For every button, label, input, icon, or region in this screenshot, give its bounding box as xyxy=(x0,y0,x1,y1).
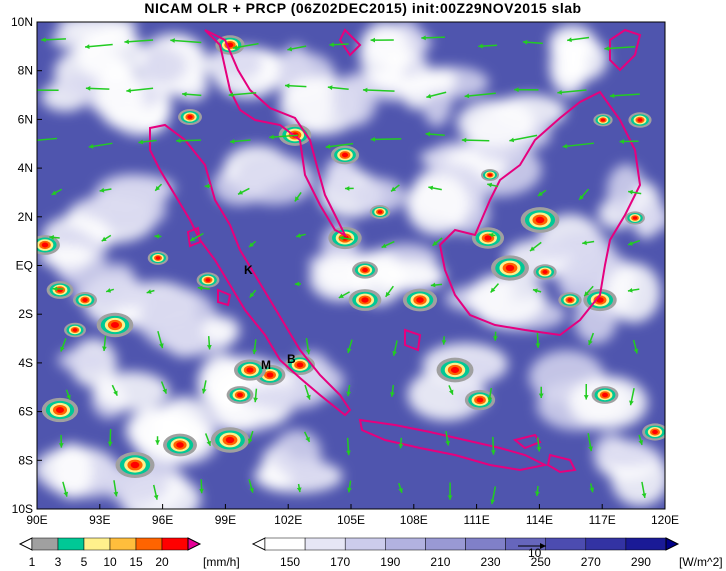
longitude-labels: 90E 93E 96E 99E 102E 105E 108E 111E 114E 117E 120E xyxy=(26,504,679,527)
precip-tick: 20 xyxy=(155,555,169,569)
lat-label: 2S xyxy=(18,307,33,321)
wind-arrow xyxy=(124,39,154,43)
wind-arrow xyxy=(464,92,496,98)
olr-tick: 190 xyxy=(380,555,400,569)
precip-tick: 3 xyxy=(55,555,62,569)
lon-label: 105E xyxy=(337,513,365,527)
lon-label: 114E xyxy=(526,513,553,527)
coast-bangka xyxy=(404,328,422,352)
lon-label: 111E xyxy=(463,513,489,527)
lon-label: 102E xyxy=(274,513,302,527)
lat-label: 10S xyxy=(12,502,33,516)
wind-arrow xyxy=(362,89,395,92)
olr-colorbar: 150 170 190 210 230 250 270 290 xyxy=(251,537,680,569)
latitude-labels: 10N 8N 6N 4N 2N EQ 2S 4S 6S 8S 10S xyxy=(11,15,42,516)
wind-arrow xyxy=(604,45,635,50)
olr-tick: 210 xyxy=(430,555,450,569)
wind-arrow xyxy=(37,137,58,142)
lon-label: 90E xyxy=(26,513,47,527)
precip-tick: 15 xyxy=(129,555,143,569)
precip-tick: 1 xyxy=(29,555,36,569)
lat-label: 6S xyxy=(18,405,33,419)
lat-label: 4S xyxy=(18,356,33,370)
olr-tick: 270 xyxy=(581,555,601,569)
coast-malay-peninsula xyxy=(204,29,348,238)
cloud-field xyxy=(37,22,665,509)
label-m: M xyxy=(261,358,271,372)
olr-unit: [W/m^2] xyxy=(679,555,723,569)
coast-bali xyxy=(546,453,577,474)
label-k: K xyxy=(244,263,253,277)
lat-label: 6N xyxy=(18,112,33,126)
coast-philippines xyxy=(609,28,642,72)
wind-arrow xyxy=(557,89,587,94)
wind-arrow xyxy=(461,139,490,142)
wind-arrow xyxy=(562,142,594,148)
lat-label: 2N xyxy=(18,210,33,224)
coast-java xyxy=(358,418,549,472)
olr-tick: 290 xyxy=(631,555,651,569)
coast-borneo xyxy=(438,90,642,337)
olr-tick: 150 xyxy=(280,555,300,569)
lat-label: 8N xyxy=(18,64,33,78)
wind-arrow xyxy=(269,134,299,139)
wind-vectors xyxy=(37,35,647,505)
coast-islands-w xyxy=(186,226,202,248)
lat-label: 8S xyxy=(18,453,33,467)
precip-tick: 5 xyxy=(81,555,88,569)
precip-tick: 10 xyxy=(103,555,117,569)
olr-tick: 250 xyxy=(531,555,551,569)
lon-label: 120E xyxy=(651,513,679,527)
lon-label: 117E xyxy=(589,513,616,527)
lat-label: EQ xyxy=(16,259,33,273)
wind-arrow xyxy=(609,93,640,97)
wind-scale-label: 10 xyxy=(528,546,542,560)
lat-label: 10N xyxy=(11,15,33,29)
coast-java-east xyxy=(512,433,542,450)
map-panel: K M B xyxy=(37,22,665,509)
wind-scale: 10 xyxy=(518,543,546,560)
label-b: B xyxy=(287,352,296,366)
coast-vietnam xyxy=(338,28,362,57)
wind-arrow xyxy=(84,43,113,48)
precip-unit: [mm/h] xyxy=(203,555,240,569)
wind-arrow xyxy=(370,138,402,141)
wind-arrow xyxy=(228,92,257,96)
coastlines xyxy=(149,28,642,474)
olr-tick: 170 xyxy=(330,555,350,569)
lon-label: 96E xyxy=(152,513,173,527)
precip-colorbar: 1 3 5 10 15 20 xyxy=(18,537,202,569)
olr-tick: 230 xyxy=(481,555,501,569)
wind-arrow xyxy=(126,87,154,92)
lon-label: 108E xyxy=(400,513,428,527)
lon-label: 99E xyxy=(215,513,236,527)
map-title: NICAM OLR + PRCP (06Z02DEC2015) init:00Z… xyxy=(144,0,582,16)
lon-label: 93E xyxy=(89,513,110,527)
coast-islands-w2 xyxy=(217,288,232,307)
lat-label: 4N xyxy=(18,161,33,175)
wind-arrow xyxy=(509,134,538,142)
wind-arrow xyxy=(325,142,354,148)
wind-arrow xyxy=(170,39,202,44)
